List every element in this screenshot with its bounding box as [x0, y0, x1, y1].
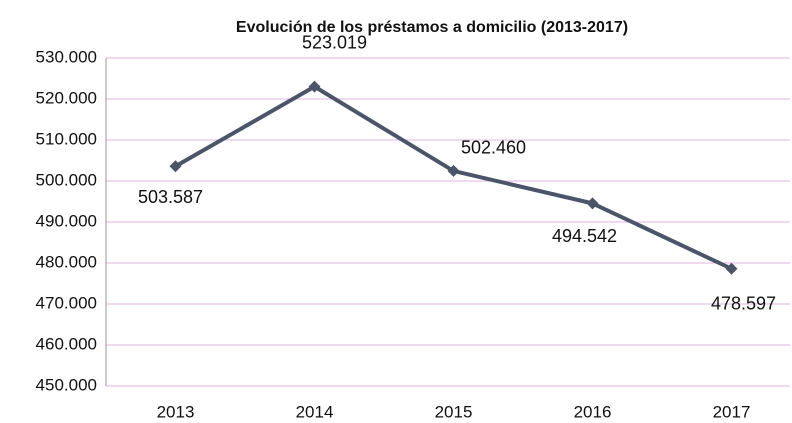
marker	[586, 197, 599, 210]
marker	[725, 262, 738, 275]
y-tick-label: 500.000	[36, 170, 97, 189]
x-tick-label: 2013	[157, 402, 195, 421]
y-tick-label: 490.000	[36, 211, 97, 230]
y-tick-label: 470.000	[36, 293, 97, 312]
y-tick-label: 460.000	[36, 334, 97, 353]
x-tick-label: 2015	[435, 402, 473, 421]
chart-title: Evolución de los préstamos a domicilio (…	[236, 19, 628, 36]
y-tick-label: 520.000	[36, 88, 97, 107]
data-label: 478.597	[711, 294, 776, 314]
marker	[308, 80, 321, 93]
y-tick-label: 510.000	[36, 129, 97, 148]
y-tick-label: 530.000	[36, 47, 97, 66]
data-label: 523.019	[302, 32, 367, 52]
data-label: 494.542	[552, 226, 617, 246]
x-tick-label: 2016	[574, 402, 612, 421]
y-tick-label: 450.000	[36, 375, 97, 394]
marker	[447, 164, 460, 177]
marker	[169, 160, 182, 173]
data-label: 502.460	[461, 138, 526, 158]
y-tick-label: 480.000	[36, 252, 97, 271]
data-label: 503.587	[138, 187, 203, 207]
line	[174, 84, 733, 271]
x-tick-label: 2014	[296, 402, 334, 421]
x-tick-label: 2017	[713, 402, 751, 421]
